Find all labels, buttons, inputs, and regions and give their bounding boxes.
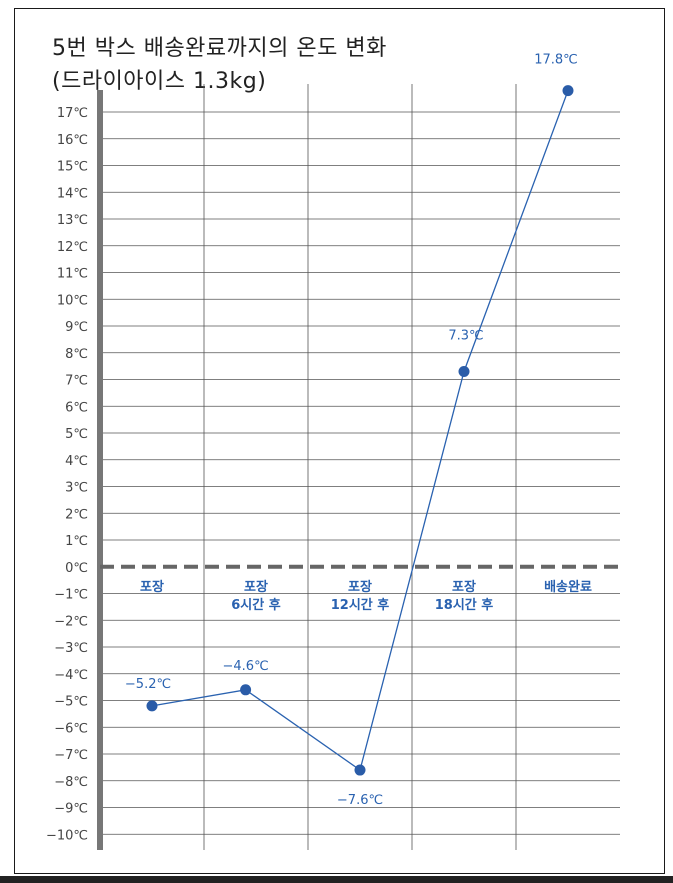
data-label: 7.3℃ xyxy=(448,328,483,343)
y-tick-label: −1℃ xyxy=(54,588,88,603)
data-point xyxy=(146,700,158,712)
data-label: 17.8℃ xyxy=(534,53,578,68)
y-tick-label: 12℃ xyxy=(57,240,88,255)
y-tick-label: 7℃ xyxy=(65,374,88,389)
data-point xyxy=(240,684,252,696)
y-tick-label: −4℃ xyxy=(54,668,88,683)
data-point xyxy=(562,85,574,97)
x-axis-categories: 포장 포장 6시간 후 포장 12시간 후 포장 18시간 후 배송완료 xyxy=(140,579,592,613)
series-temperature: −5.2℃ −4.6℃ −7.6℃ 7.3℃ 17.8℃ xyxy=(125,53,578,808)
data-label: −7.6℃ xyxy=(337,793,383,808)
data-label: −4.6℃ xyxy=(223,659,269,674)
y-tick-label: 3℃ xyxy=(65,481,88,496)
x-category-label: 포장 xyxy=(348,579,372,595)
y-tick-label: 15℃ xyxy=(57,160,88,175)
y-tick-label: 13℃ xyxy=(57,213,88,228)
y-tick-label: 11℃ xyxy=(57,267,88,282)
y-tick-label: −6℃ xyxy=(54,721,88,736)
y-tick-label: 1℃ xyxy=(65,534,88,549)
y-axis-ticks: 17℃ 16℃ 15℃ 14℃ 13℃ 12℃ 11℃ 10℃ 9℃ 8℃ 7℃ 6℃ 5℃ 4℃ 3℃ 2℃… xyxy=(46,106,88,843)
x-category-label: 6시간 후 xyxy=(231,597,280,613)
y-tick-label: 5℃ xyxy=(65,427,88,442)
data-label: −5.2℃ xyxy=(125,677,171,692)
y-tick-label: 14℃ xyxy=(57,186,88,201)
y-tick-label: 16℃ xyxy=(57,133,88,148)
chart-frame xyxy=(14,8,665,874)
y-tick-label: −3℃ xyxy=(54,641,88,656)
y-tick-label: 10℃ xyxy=(57,293,88,308)
y-tick-label: −2℃ xyxy=(54,614,88,629)
y-tick-label: 6℃ xyxy=(65,400,88,415)
data-point xyxy=(354,764,366,776)
x-category-label: 12시간 후 xyxy=(331,597,390,613)
y-tick-label: 8℃ xyxy=(65,347,88,362)
y-tick-label: −7℃ xyxy=(54,748,88,763)
chart-title: 5번 박스 배송완료까지의 온도 변화 xyxy=(52,36,387,61)
x-category-label: 포장 xyxy=(244,579,268,595)
y-tick-label: 17℃ xyxy=(57,106,88,121)
y-tick-label: −10℃ xyxy=(46,828,88,843)
x-category-label: 18시간 후 xyxy=(435,597,494,613)
y-tick-label: 0℃ xyxy=(65,561,88,576)
x-category-label: 배송완료 xyxy=(544,579,592,595)
y-tick-label: −5℃ xyxy=(54,695,88,710)
y-tick-label: −8℃ xyxy=(54,775,88,790)
data-point xyxy=(458,365,470,377)
chart-subtitle: (드라이아이스 1.3kg) xyxy=(52,69,267,94)
y-tick-label: 9℃ xyxy=(65,320,88,335)
grid xyxy=(97,84,620,850)
bottom-bar xyxy=(0,876,673,883)
x-category-label: 포장 xyxy=(140,579,164,595)
y-tick-label: 2℃ xyxy=(65,507,88,522)
y-tick-label: −9℃ xyxy=(54,802,88,817)
y-tick-label: 4℃ xyxy=(65,454,88,469)
x-category-label: 포장 xyxy=(452,579,476,595)
